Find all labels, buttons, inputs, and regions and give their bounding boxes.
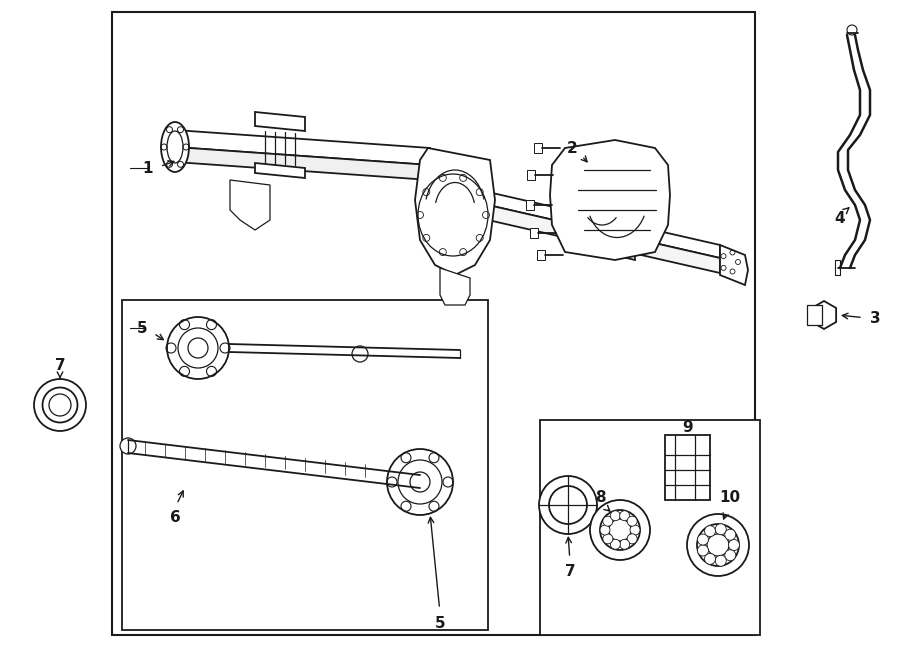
Circle shape: [619, 540, 630, 549]
Circle shape: [619, 511, 630, 521]
Circle shape: [352, 346, 368, 362]
Text: 2: 2: [567, 140, 578, 156]
Text: 7: 7: [564, 565, 575, 579]
Circle shape: [716, 524, 726, 535]
Polygon shape: [488, 192, 720, 258]
Polygon shape: [807, 305, 822, 325]
Polygon shape: [527, 170, 535, 180]
Circle shape: [610, 511, 620, 521]
Circle shape: [724, 529, 736, 540]
Circle shape: [698, 534, 708, 545]
Polygon shape: [175, 147, 430, 180]
Polygon shape: [230, 180, 270, 230]
Ellipse shape: [34, 379, 86, 431]
Polygon shape: [440, 268, 470, 305]
Text: 5: 5: [137, 320, 148, 336]
Ellipse shape: [687, 514, 749, 576]
Circle shape: [120, 438, 136, 454]
Text: 4: 4: [834, 211, 845, 226]
Ellipse shape: [387, 449, 453, 515]
Circle shape: [705, 526, 716, 537]
Ellipse shape: [539, 476, 597, 534]
Text: 10: 10: [719, 491, 741, 506]
Ellipse shape: [161, 122, 189, 172]
Polygon shape: [537, 250, 545, 260]
Text: 1: 1: [143, 160, 153, 175]
Bar: [665, 435, 710, 500]
Circle shape: [728, 540, 740, 551]
Text: 5: 5: [435, 616, 446, 630]
Polygon shape: [122, 300, 488, 630]
Polygon shape: [720, 245, 748, 285]
Polygon shape: [530, 228, 538, 238]
Text: 9: 9: [683, 420, 693, 436]
Polygon shape: [255, 163, 305, 178]
Polygon shape: [835, 260, 840, 275]
Polygon shape: [415, 148, 495, 275]
Text: 7: 7: [55, 357, 66, 373]
Text: 6: 6: [169, 510, 180, 526]
Text: 8: 8: [595, 491, 606, 506]
Polygon shape: [540, 420, 760, 635]
Circle shape: [698, 545, 708, 556]
Ellipse shape: [590, 500, 650, 560]
Circle shape: [603, 516, 613, 526]
Text: 3: 3: [869, 310, 880, 326]
Circle shape: [603, 534, 613, 544]
Circle shape: [630, 525, 640, 535]
Polygon shape: [175, 130, 430, 165]
Circle shape: [600, 525, 610, 535]
Circle shape: [627, 516, 637, 526]
Ellipse shape: [167, 317, 229, 379]
Circle shape: [705, 553, 716, 565]
Polygon shape: [590, 232, 635, 260]
Circle shape: [610, 540, 620, 549]
Polygon shape: [488, 205, 720, 273]
Circle shape: [716, 555, 726, 566]
Polygon shape: [534, 143, 542, 153]
Circle shape: [724, 549, 736, 561]
Polygon shape: [526, 200, 534, 210]
Circle shape: [627, 534, 637, 544]
Polygon shape: [550, 140, 670, 260]
Polygon shape: [812, 301, 836, 329]
Polygon shape: [112, 12, 755, 635]
Polygon shape: [255, 112, 305, 131]
